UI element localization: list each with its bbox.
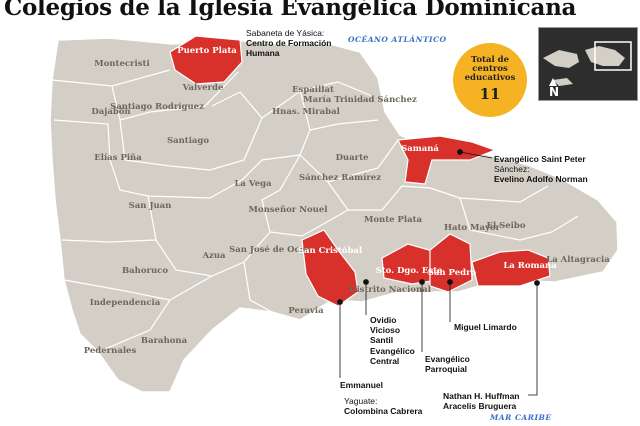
province-label-independencia: Independencia [90, 298, 161, 308]
puerto-plata-region [169, 35, 243, 85]
province-label-barahona: Barahona [141, 336, 188, 346]
label-samana: Samaná [401, 143, 439, 154]
label-la-romana: La Romana [503, 261, 557, 271]
province-label-elias-pina: Elías Piña [94, 152, 142, 163]
inset-graphic: N [543, 41, 632, 99]
province-label-hermanas-mirabal: Hnas. Mirabal [272, 107, 340, 117]
school-miguel-limardo: Miguel Limardo [454, 322, 517, 332]
label-san-pedro: San Pedro [428, 268, 477, 278]
badge-label: Total de centros educativos [464, 55, 516, 83]
school-ovidio: Ovidio Vicioso Santil [370, 315, 410, 345]
map-title: Colegios de la Iglesia Evangélica Domini… [4, 0, 577, 21]
province-label-la-altagracia: La Altagracia [546, 255, 610, 265]
province-label-santiago-rodriguez: Santiago Rodríguez [110, 101, 204, 112]
province-label-hato-mayor: Hato Mayor [444, 223, 501, 233]
san-pedro-region [429, 233, 473, 293]
school-location: Yaguate: [344, 396, 378, 406]
school-name: Aracelis Bruguera [443, 401, 517, 411]
south-sea-label: MAR CARIBE [489, 413, 552, 422]
province-label-el-seibo: El Seibo [486, 221, 525, 231]
school-puerto-plata: Sabaneta de Yásica: Centro de Formación … [246, 28, 338, 58]
province-label-valverde: Valverde [182, 83, 224, 93]
north-arrow-icon [549, 78, 557, 86]
school-emmanuel: Emmanuel [340, 380, 383, 390]
school-name: Colombina Cabrera [344, 406, 423, 416]
school-evangelico-central: Evangélico Central [370, 346, 420, 366]
province-label-dajabon: Dajabón [91, 106, 130, 117]
label-santo-domingo-este: Sto. Dgo. Este [376, 266, 443, 276]
highlighted-provinces [169, 35, 551, 307]
locator-inset-map: N [538, 27, 638, 101]
school-name: Evelino Adolfo Norman [494, 174, 588, 184]
province-label-montecristi: Montecristi [94, 59, 150, 69]
province-label-san-jose-de-ocoa: San José de Ocoa [229, 244, 311, 255]
school-name: Evangélico Central [370, 346, 415, 366]
school-name: Emmanuel [340, 380, 383, 390]
school-evangelico-parroquial: Evangélico Parroquial [425, 354, 480, 374]
province-label-pedernales: Pedernales [84, 346, 137, 356]
school-location: Sabaneta de Yásica: [246, 28, 325, 38]
school-name: Nathan H. Huffman [443, 391, 520, 401]
province-labels: Montecristi Valverde Dajabón Santiago Ro… [84, 59, 611, 356]
school-name: Centro de Formación Humana [246, 38, 332, 58]
compass-label: N [549, 85, 559, 99]
school-name: Ovidio Vicioso Santil [370, 315, 401, 345]
province-label-monte-plata: Monte Plata [364, 215, 423, 225]
highlighted-labels: Puerto Plata Samaná San Cristóbal Sto. D… [177, 46, 557, 278]
province-label-bahoruco: Bahoruco [122, 266, 168, 276]
school-name: Miguel Limardo [454, 322, 517, 332]
label-puerto-plata: Puerto Plata [177, 46, 237, 56]
province-label-duarte: Duarte [336, 153, 369, 163]
province-label-peravia: Peravia [288, 306, 324, 316]
province-label-distrito-nacional: Distrito Nacional [349, 285, 432, 295]
school-name: Evangélico Saint Peter [494, 154, 586, 164]
province-label-monsenor-nouel: Monseñor Nouel [249, 204, 329, 215]
school-location: Sánchez: [494, 164, 530, 174]
label-san-cristobal: San Cristóbal [298, 245, 363, 256]
school-name: Evangélico Parroquial [425, 354, 470, 374]
badge-value: 11 [479, 85, 501, 103]
samana-region [397, 135, 497, 185]
leader-lines [337, 149, 540, 396]
school-samana: Evangélico Saint Peter Sánchez: Evelino … [494, 154, 588, 184]
school-la-romana: Nathan H. Huffman Aracelis Bruguera [443, 391, 520, 411]
total-schools-badge: Total de centros educativos 11 [453, 43, 527, 117]
province-label-sanchez-ramirez: Sánchez Ramírez [299, 172, 381, 183]
province-label-santiago: Santiago [167, 136, 209, 146]
la-romana-region [471, 249, 551, 287]
province-label-azua: Azua [201, 251, 226, 261]
north-sea-label: OCÉANO ATLÁNTICO [348, 35, 447, 44]
province-borders [51, 69, 579, 353]
san-cristobal-region [301, 229, 359, 307]
school-yaguate: Yaguate: Colombina Cabrera [344, 396, 422, 416]
province-label-espaillat: Espaillat [292, 85, 334, 95]
province-label-la-vega: La Vega [234, 179, 272, 189]
province-label-maria-trinidad-sanchez: María Trinidad Sánchez [303, 94, 417, 105]
province-label-san-juan: San Juan [129, 201, 172, 211]
landmass [49, 37, 619, 393]
